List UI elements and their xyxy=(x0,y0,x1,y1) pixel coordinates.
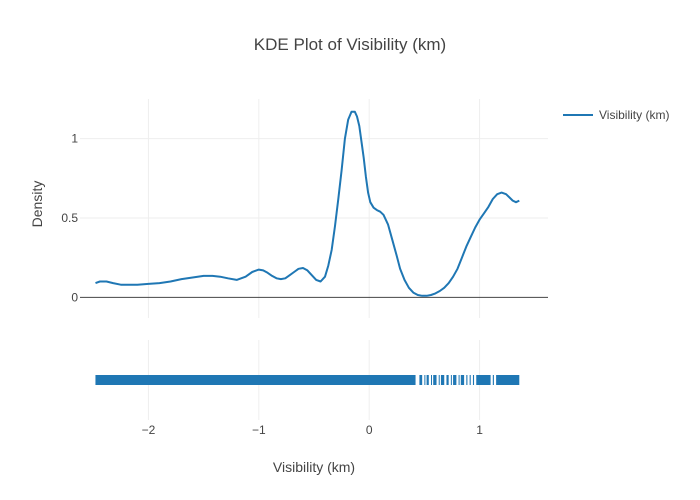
x-tick-label: 0 xyxy=(366,423,373,437)
kde-density-line xyxy=(95,110,520,297)
y-tick-label: 0.5 xyxy=(61,211,78,225)
chart-title: KDE Plot of Visibility (km) xyxy=(254,35,446,54)
rug-segment xyxy=(426,375,429,385)
y-tick-label: 0 xyxy=(71,290,78,304)
legend[interactable]: Visibility (km) xyxy=(563,108,669,122)
y-axis-ticks: 00.51 xyxy=(61,132,78,305)
rug-segment xyxy=(438,375,440,385)
rug-segment xyxy=(424,375,426,385)
rug-segment xyxy=(440,375,445,385)
rug-segment xyxy=(472,375,475,385)
main-plot-grid xyxy=(80,99,548,318)
rug-segment xyxy=(458,375,460,385)
x-axis-ticks: −2 −1 0 1 xyxy=(142,423,484,437)
rug-segment xyxy=(95,375,416,385)
x-axis-title: Visibility (km) xyxy=(273,459,355,475)
x-tick-label: −1 xyxy=(252,423,266,437)
rug-segment xyxy=(431,375,432,385)
x-tick-label: −2 xyxy=(142,423,156,437)
rug-strip xyxy=(95,375,520,385)
y-tick-label: 1 xyxy=(71,132,78,146)
rug-segment xyxy=(450,375,452,385)
rug-segment xyxy=(496,375,520,385)
rug-segment xyxy=(460,375,465,385)
rug-segment xyxy=(453,375,457,385)
y-axis-title: Density xyxy=(29,181,45,228)
legend-label: Visibility (km) xyxy=(599,108,669,122)
rug-segment xyxy=(419,375,423,385)
rug-segment xyxy=(446,375,449,385)
rug-segment xyxy=(476,375,491,385)
rug-segment xyxy=(433,375,437,385)
rug-segment xyxy=(469,375,471,385)
x-tick-label: 1 xyxy=(476,423,483,437)
rug-segment xyxy=(492,375,494,385)
rug-segment xyxy=(466,375,468,385)
